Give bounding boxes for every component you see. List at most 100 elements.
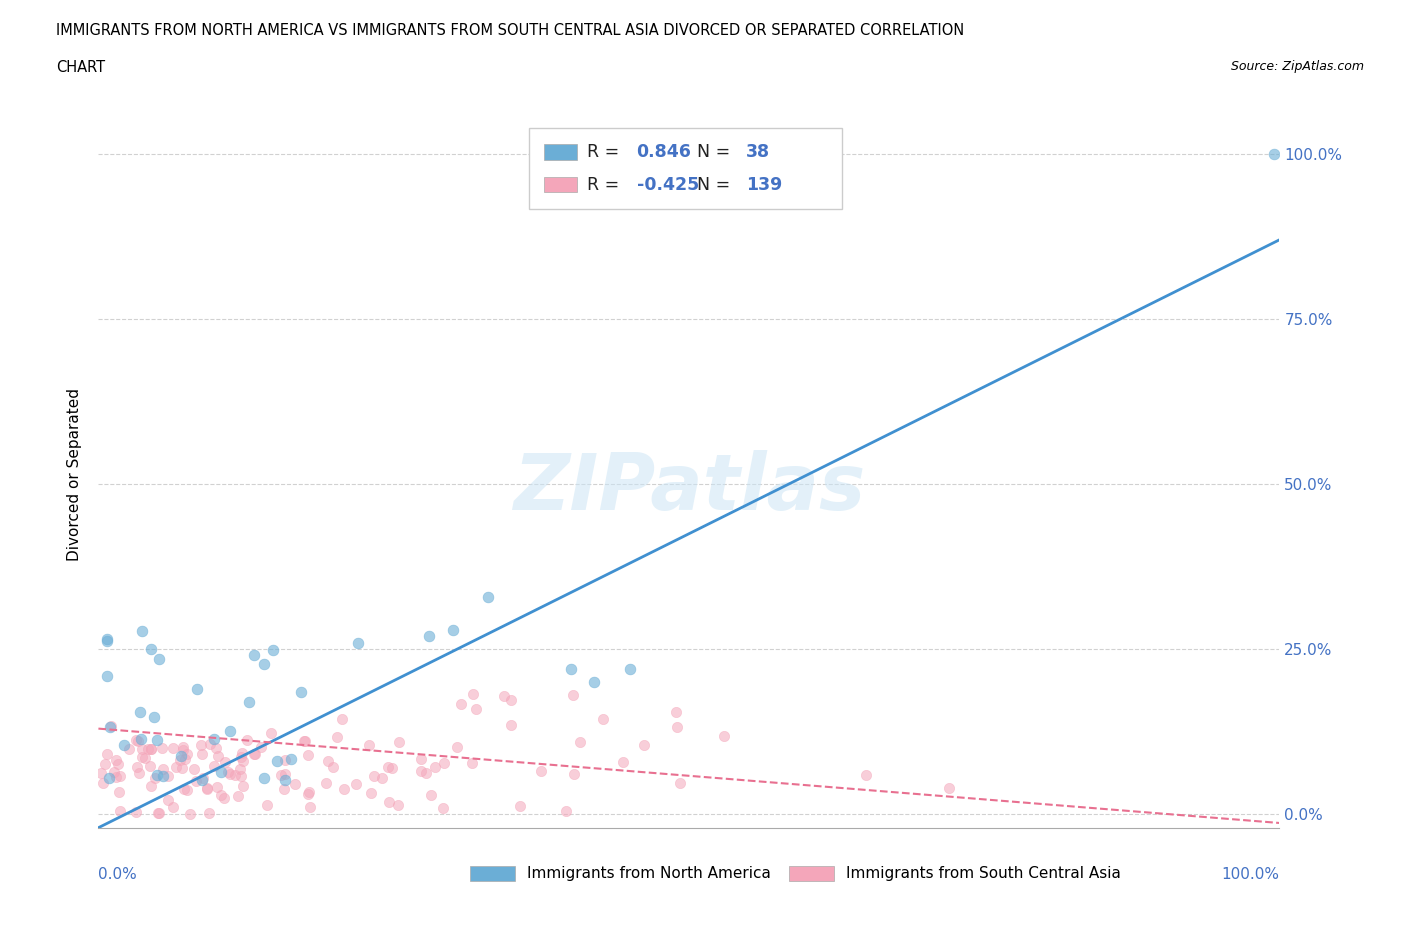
Point: [174, 752, 197, 767]
Point: [433, 755, 456, 770]
Point: [105, 770, 128, 785]
FancyBboxPatch shape: [789, 866, 834, 882]
Point: [463, 686, 485, 701]
Point: [190, 773, 212, 788]
Point: [253, 657, 276, 671]
Text: N =: N =: [697, 176, 735, 193]
Point: [855, 767, 877, 782]
Point: [131, 623, 153, 638]
Point: [477, 589, 499, 604]
Text: IMMIGRANTS FROM NORTH AMERICA VS IMMIGRANTS FROM SOUTH CENTRAL ASIA DIVORCED OR : IMMIGRANTS FROM NORTH AMERICA VS IMMIGRA…: [56, 23, 965, 38]
Point: [136, 742, 159, 757]
Point: [270, 767, 292, 782]
Point: [96, 747, 118, 762]
Point: [146, 733, 169, 748]
Point: [274, 766, 297, 781]
Point: [93, 757, 115, 772]
Point: [219, 767, 242, 782]
Point: [441, 622, 464, 637]
Point: [139, 741, 162, 756]
Point: [134, 751, 156, 766]
Text: 0.0%: 0.0%: [98, 867, 138, 882]
Point: [501, 692, 523, 707]
Text: N =: N =: [697, 143, 735, 161]
Point: [143, 771, 166, 786]
Point: [450, 697, 472, 711]
Text: Source: ZipAtlas.com: Source: ZipAtlas.com: [1230, 60, 1364, 73]
Point: [197, 780, 219, 795]
Point: [226, 789, 249, 804]
Point: [713, 729, 735, 744]
Point: [560, 662, 582, 677]
Point: [229, 749, 252, 764]
Point: [633, 737, 655, 752]
Point: [129, 704, 152, 719]
Point: [530, 764, 553, 778]
Point: [139, 759, 162, 774]
Point: [274, 753, 297, 768]
Point: [156, 792, 179, 807]
Point: [260, 725, 283, 740]
Point: [256, 798, 278, 813]
Text: -0.425: -0.425: [637, 176, 699, 193]
Point: [139, 642, 162, 657]
Point: [464, 701, 486, 716]
Point: [125, 760, 148, 775]
Point: [146, 767, 169, 782]
Point: [274, 773, 297, 788]
Point: [91, 776, 114, 790]
Point: [128, 765, 150, 780]
Point: [152, 740, 174, 755]
Point: [619, 662, 641, 677]
Point: [292, 733, 315, 748]
Point: [388, 735, 411, 750]
Point: [446, 739, 468, 754]
Point: [186, 682, 208, 697]
Point: [139, 778, 162, 793]
Point: [112, 737, 135, 752]
Point: [461, 755, 484, 770]
Point: [326, 729, 349, 744]
Point: [98, 770, 121, 785]
Point: [202, 758, 225, 773]
Point: [214, 790, 236, 805]
Point: [231, 768, 253, 783]
Point: [420, 788, 443, 803]
Point: [186, 773, 208, 788]
Point: [125, 732, 148, 747]
Point: [554, 804, 576, 818]
Point: [152, 768, 174, 783]
Point: [98, 719, 121, 734]
FancyBboxPatch shape: [530, 128, 842, 209]
Point: [148, 651, 170, 666]
Point: [423, 760, 446, 775]
Point: [232, 778, 254, 793]
Point: [387, 798, 409, 813]
Text: 38: 38: [747, 143, 770, 161]
Point: [332, 781, 354, 796]
Point: [125, 804, 148, 819]
Point: [371, 770, 394, 785]
Point: [131, 750, 153, 764]
Point: [172, 743, 194, 758]
Point: [298, 800, 321, 815]
Point: [938, 780, 960, 795]
Point: [172, 761, 194, 776]
Point: [316, 753, 339, 768]
Point: [204, 731, 226, 746]
Point: [236, 732, 259, 747]
Point: [252, 770, 274, 785]
Point: [96, 668, 118, 683]
Point: [363, 768, 385, 783]
Point: [207, 749, 229, 764]
Point: [110, 804, 132, 818]
Point: [243, 747, 266, 762]
Point: [224, 767, 246, 782]
Point: [148, 805, 170, 820]
Point: [191, 747, 214, 762]
Text: 139: 139: [747, 176, 783, 193]
Point: [165, 760, 187, 775]
Point: [330, 711, 353, 726]
Point: [214, 754, 236, 769]
Text: Immigrants from North America: Immigrants from North America: [527, 866, 770, 881]
